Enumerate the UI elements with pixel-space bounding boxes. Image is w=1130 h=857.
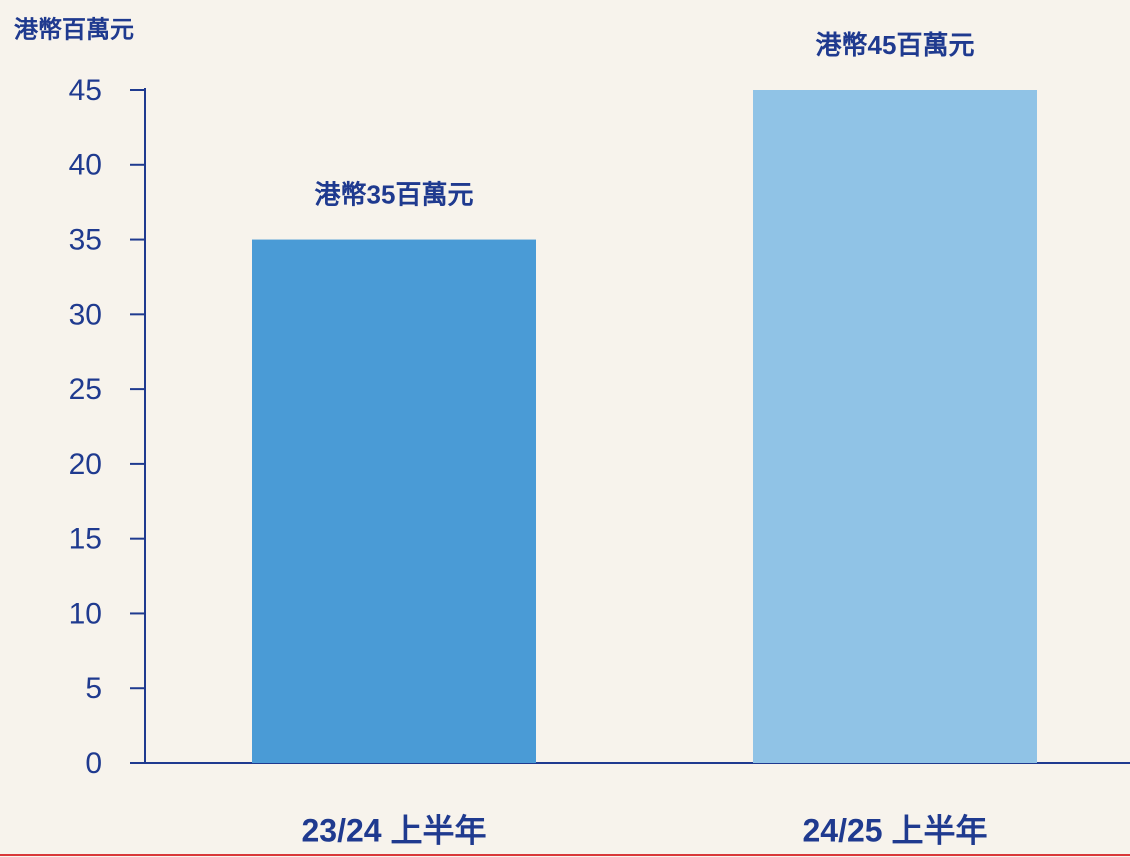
bar [252, 239, 536, 764]
y-tick-label: 5 [85, 672, 102, 705]
y-tick-label: 45 [69, 74, 102, 107]
y-tick-label: 15 [69, 523, 102, 556]
y-axis-label: 港幣百萬元 [14, 16, 134, 43]
value-label: 港幣45百萬元 [816, 30, 975, 60]
y-tick-label: 10 [69, 597, 102, 630]
y-tick-label: 30 [69, 298, 102, 331]
y-tick-label: 40 [69, 149, 102, 182]
y-tick-label: 35 [69, 223, 102, 256]
bar [753, 90, 1037, 763]
y-tick-label: 0 [85, 747, 102, 780]
x-tick-label: 23/24 上半年 [302, 812, 487, 848]
x-tick-label: 24/25 上半年 [803, 812, 988, 848]
y-tick-label: 25 [69, 373, 102, 406]
y-tick-label: 20 [69, 448, 102, 481]
value-label: 港幣35百萬元 [315, 179, 474, 209]
